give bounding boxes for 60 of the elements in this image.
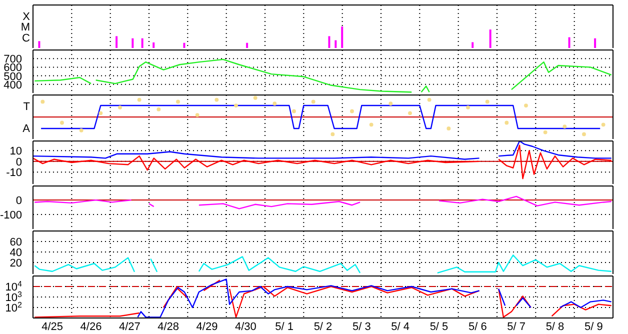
point: [582, 132, 586, 136]
point: [446, 126, 451, 130]
text: T: [23, 101, 30, 113]
point: [234, 104, 238, 108]
x-tick-label: 5/ 6: [468, 321, 487, 333]
point: [176, 100, 180, 104]
x-tick-label: 5/ 2: [314, 321, 332, 333]
x-tick-label: 4/30: [234, 321, 256, 333]
x-tick-label: 5/ 4: [391, 321, 410, 333]
y-tick-label: 0: [16, 195, 22, 208]
y-tick-label: 10$^{2}$: [5, 300, 23, 314]
point: [427, 98, 432, 102]
y-tick-label: 0: [16, 156, 22, 168]
point: [195, 113, 200, 118]
text: M: [20, 22, 30, 34]
point: [60, 120, 64, 125]
point: [137, 98, 142, 102]
point: [292, 109, 296, 114]
y-tick-label: 400: [4, 79, 22, 92]
x-tick-label: 5/ 7: [507, 321, 526, 333]
point: [214, 98, 219, 102]
point: [311, 100, 316, 104]
text: C: [22, 32, 30, 44]
point: [40, 100, 45, 104]
point: [485, 100, 490, 104]
point: [524, 104, 528, 108]
y-tick-label: -10: [6, 167, 22, 180]
point: [350, 109, 354, 114]
point: [156, 107, 161, 112]
point: [562, 124, 567, 129]
y-tick-label: 10: [10, 146, 22, 158]
text: A: [22, 123, 31, 135]
point: [369, 122, 374, 127]
point: [504, 120, 509, 125]
x-tick-label: 4/29: [196, 321, 218, 333]
point: [543, 130, 548, 134]
point: [466, 105, 470, 110]
point: [408, 111, 412, 116]
point: [118, 105, 122, 110]
y-tick-label: 40: [10, 246, 22, 259]
x-tick-label: 5/ 5: [430, 321, 448, 333]
x-tick-label: 4/26: [80, 321, 102, 333]
y-tick-label: -100: [0, 210, 22, 222]
point: [253, 96, 258, 100]
x-tick-label: 5/ 8: [546, 321, 564, 333]
x-tick-label: 4/28: [158, 321, 180, 333]
x-tick-label: 4/27: [118, 321, 140, 333]
point: [272, 102, 277, 106]
point: [601, 122, 606, 127]
point: [98, 111, 103, 116]
point: [79, 128, 84, 132]
x-tick-label: 5/ 9: [584, 321, 603, 333]
x-tick-label: 5/ 1: [275, 321, 294, 333]
x-tick-label: 5/ 3: [352, 321, 371, 333]
point: [388, 102, 393, 106]
y-tick-label: 60: [10, 236, 22, 248]
text: X: [22, 10, 31, 23]
y-tick-label: 20: [10, 257, 22, 270]
point: [330, 132, 335, 136]
x-tick-label: 4/25: [42, 321, 64, 333]
